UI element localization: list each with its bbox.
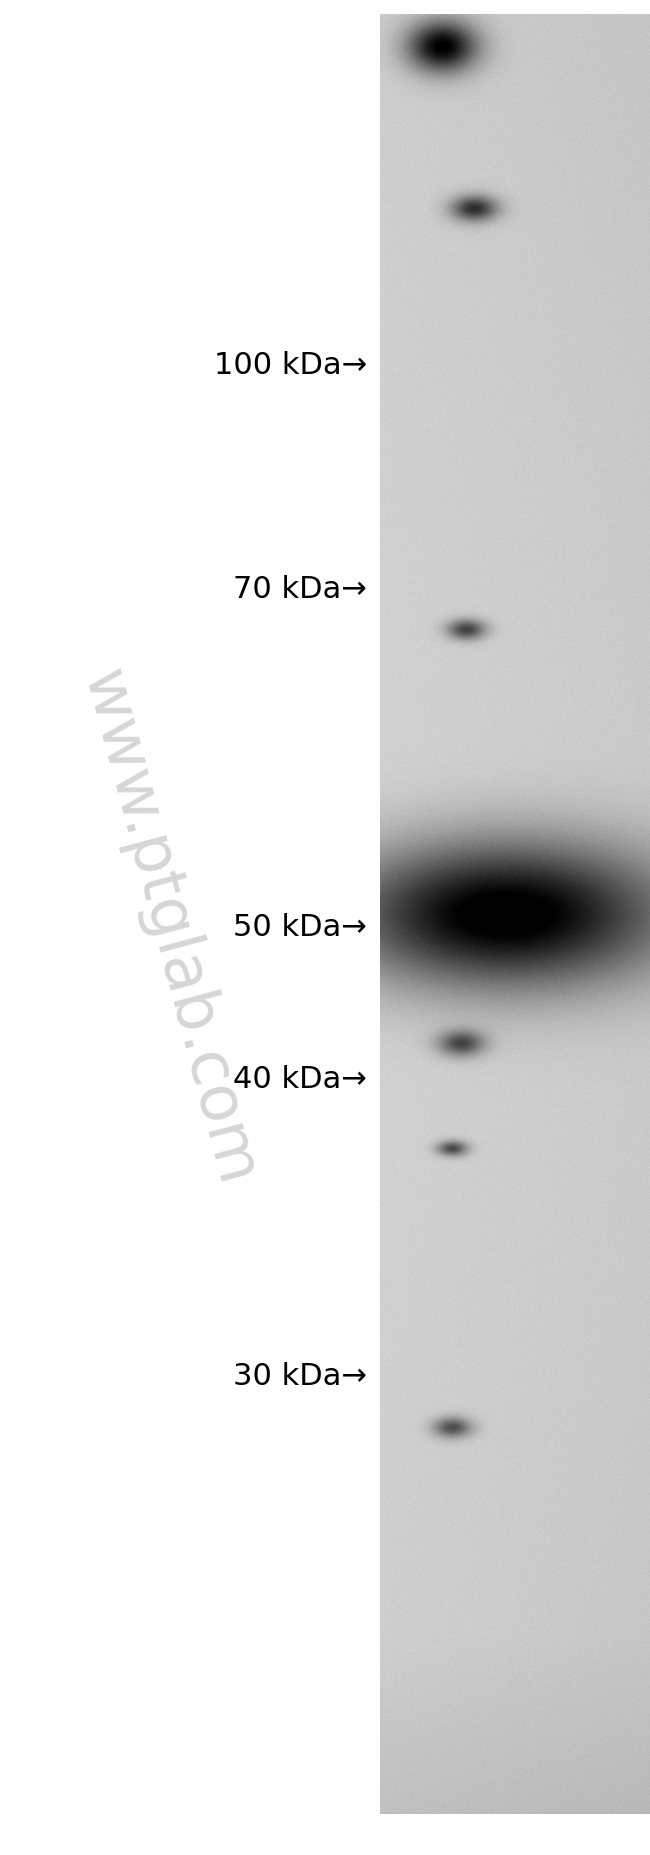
- Text: 100 kDa→: 100 kDa→: [214, 351, 367, 380]
- Text: 30 kDa→: 30 kDa→: [233, 1362, 367, 1391]
- Text: www.ptglab.com: www.ptglab.com: [70, 662, 268, 1193]
- Text: 50 kDa→: 50 kDa→: [233, 913, 367, 942]
- Text: 70 kDa→: 70 kDa→: [233, 575, 367, 605]
- Text: 40 kDa→: 40 kDa→: [233, 1065, 367, 1094]
